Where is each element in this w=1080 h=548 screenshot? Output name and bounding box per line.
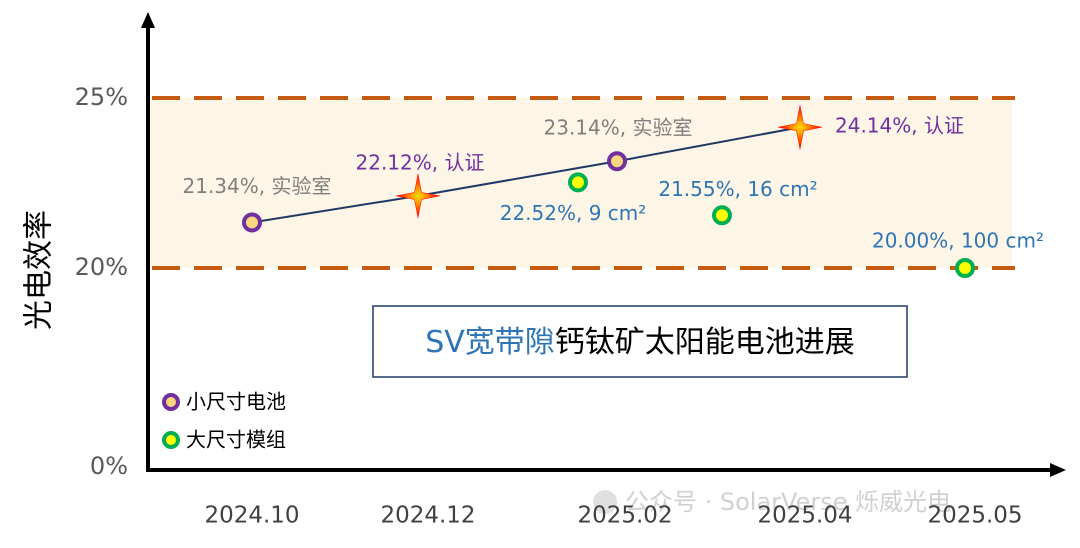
- data-label: 24.14%, 认证: [835, 114, 964, 138]
- x-tick-label: 2025.04: [757, 503, 852, 529]
- watermark-group: 公众号 · SolarVerse 烁威光电: [593, 488, 951, 516]
- data-label: 20.00%, 100 cm²: [872, 229, 1044, 253]
- data-label: 23.14%, 实验室: [544, 116, 693, 140]
- x-tick-label: 2024.12: [380, 503, 475, 529]
- title-highlight: SV宽带隙: [425, 325, 555, 360]
- data-label: 21.55%, 16 cm²: [658, 177, 817, 201]
- point-marker: [712, 205, 732, 226]
- point-marker: [242, 212, 262, 233]
- y-tick-label: 25%: [75, 83, 128, 111]
- y-tick-label: 20%: [75, 253, 128, 281]
- title-box: [372, 305, 908, 378]
- y-axis-arrow: [141, 12, 155, 28]
- legend-marker: [162, 431, 180, 449]
- star-marker: [395, 173, 441, 218]
- y-axis-label: 光电效率: [22, 210, 57, 330]
- watermark: 公众号 · SolarVerse 烁威光电: [625, 488, 951, 516]
- x-tick-label: 2025.05: [927, 503, 1022, 529]
- trend-line: [251, 126, 801, 224]
- y-tick-label: 0%: [90, 452, 128, 480]
- point-marker: [568, 172, 588, 193]
- x-axis-arrow: [1050, 463, 1066, 477]
- point-marker: [607, 151, 627, 172]
- data-label: 22.12%, 认证: [356, 150, 485, 174]
- title-rest: 钙钛矿太阳能电池进展: [555, 325, 855, 360]
- legend-label: 小尺寸电池: [186, 390, 286, 414]
- x-tick-label: 2025.02: [577, 503, 672, 529]
- x-tick-label: 2024.10: [204, 503, 299, 529]
- watermark-icon: [593, 490, 617, 514]
- data-label: 21.34%, 实验室: [183, 174, 332, 198]
- legend-label: 大尺寸模组: [186, 428, 286, 452]
- star-marker: [777, 105, 823, 150]
- legend-marker: [162, 393, 180, 411]
- chart-title: SV宽带隙钙钛矿太阳能电池进展: [425, 325, 855, 360]
- data-label: 22.52%, 9 cm²: [500, 201, 647, 225]
- point-marker: [955, 258, 975, 278]
